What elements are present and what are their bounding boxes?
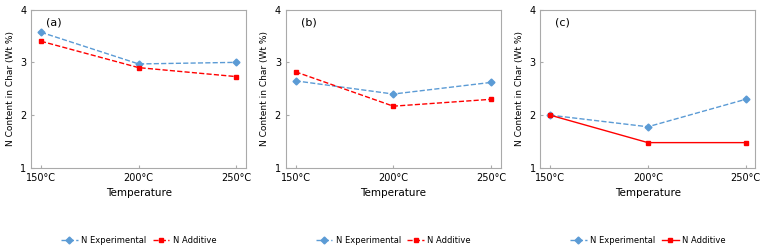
Text: (c): (c) xyxy=(555,18,571,27)
Y-axis label: N Content in Char (Wt %): N Content in Char (Wt %) xyxy=(5,31,15,146)
Legend: N Experimental, N Additive: N Experimental, N Additive xyxy=(58,232,220,247)
X-axis label: Temperature: Temperature xyxy=(360,188,426,198)
X-axis label: Temperature: Temperature xyxy=(615,188,681,198)
Text: (a): (a) xyxy=(46,18,62,27)
Text: (b): (b) xyxy=(301,18,316,27)
X-axis label: Temperature: Temperature xyxy=(106,188,172,198)
Y-axis label: N Content in Char (Wt %): N Content in Char (Wt %) xyxy=(515,31,524,146)
Legend: N Experimental, N Additive: N Experimental, N Additive xyxy=(567,232,729,247)
Y-axis label: N Content in Char (Wt %): N Content in Char (Wt %) xyxy=(260,31,269,146)
Legend: N Experimental, N Additive: N Experimental, N Additive xyxy=(312,232,475,247)
